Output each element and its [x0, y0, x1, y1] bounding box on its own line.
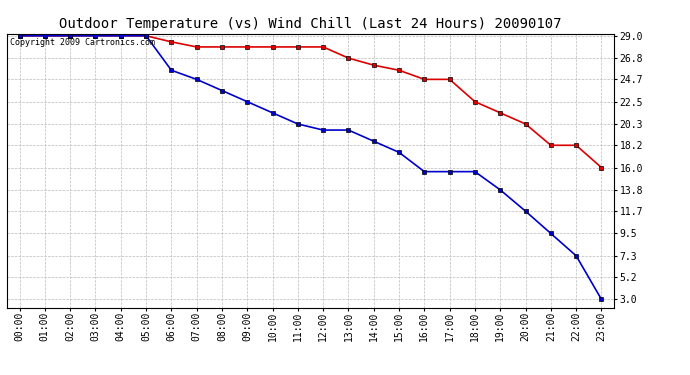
Title: Outdoor Temperature (vs) Wind Chill (Last 24 Hours) 20090107: Outdoor Temperature (vs) Wind Chill (Las… — [59, 17, 562, 31]
Text: Copyright 2009 Cartronics.com: Copyright 2009 Cartronics.com — [10, 38, 155, 47]
